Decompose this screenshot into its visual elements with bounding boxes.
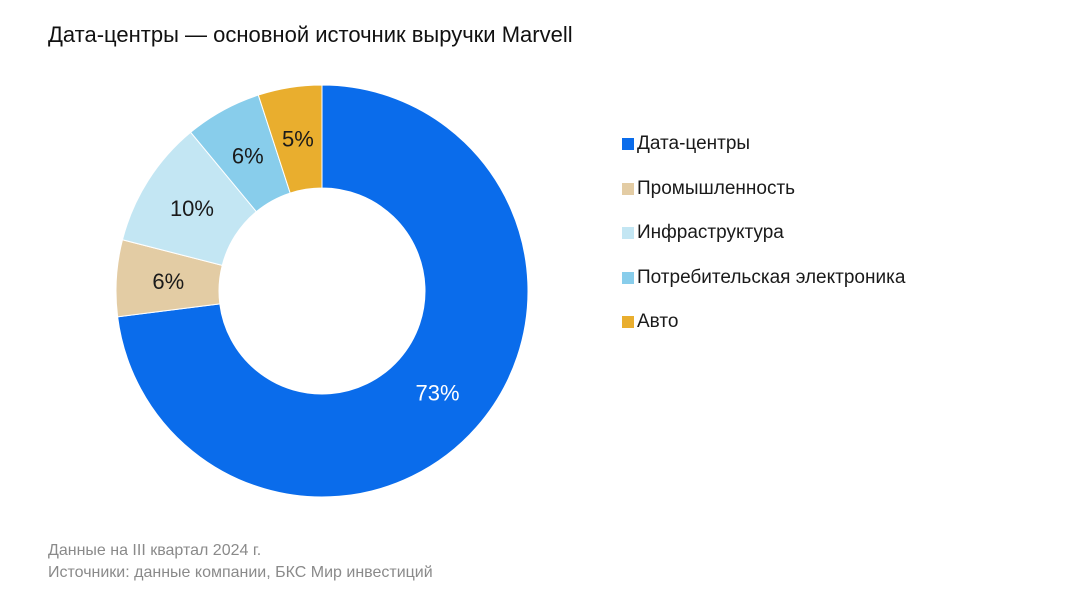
slice-label-industry: 6%: [152, 269, 184, 294]
legend-item-infrastructure: Инфраструктура: [622, 211, 905, 256]
footnote-date: Данные на III квартал 2024 г.: [48, 542, 262, 559]
legend-item-industry: Промышленность: [622, 167, 905, 212]
slice-auto: [257, 84, 323, 194]
legend-item-auto: Авто: [622, 300, 905, 345]
legend-swatch: [622, 182, 634, 195]
legend-label: Дата-центры: [637, 133, 751, 155]
slice-label-consumer-electronics: 6%: [232, 144, 264, 169]
legend-item-consumer-electronics: Потребительская электроника: [622, 256, 905, 301]
legend-swatch: [622, 227, 634, 240]
chart-title: Дата-центры — основной источник выручки …: [48, 22, 573, 47]
legend-label: Промышленность: [637, 177, 796, 199]
chart-legend: Дата-центры Промышленность Инфраструктур…: [622, 122, 905, 345]
footnote-sources: Источники: данные компании, БКС Мир инве…: [48, 564, 433, 581]
legend-item-data-centers: Дата-центры: [622, 122, 905, 167]
legend-label: Авто: [637, 311, 679, 333]
legend-label: Потребительская электроника: [637, 266, 906, 288]
legend-label: Инфраструктура: [637, 222, 784, 244]
legend-swatch: [622, 316, 634, 329]
donut-chart: 73% 6% 10% 6% 5%: [115, 84, 529, 498]
slice-data-centers: [117, 84, 529, 498]
legend-swatch: [622, 138, 634, 151]
slice-label-data-centers: 73%: [415, 380, 459, 405]
footnote: Данные на III квартал 2024 г. Источники:…: [48, 540, 433, 584]
legend-swatch: [622, 271, 634, 284]
slice-label-infrastructure: 10%: [170, 196, 214, 221]
slice-label-auto: 5%: [282, 126, 314, 151]
